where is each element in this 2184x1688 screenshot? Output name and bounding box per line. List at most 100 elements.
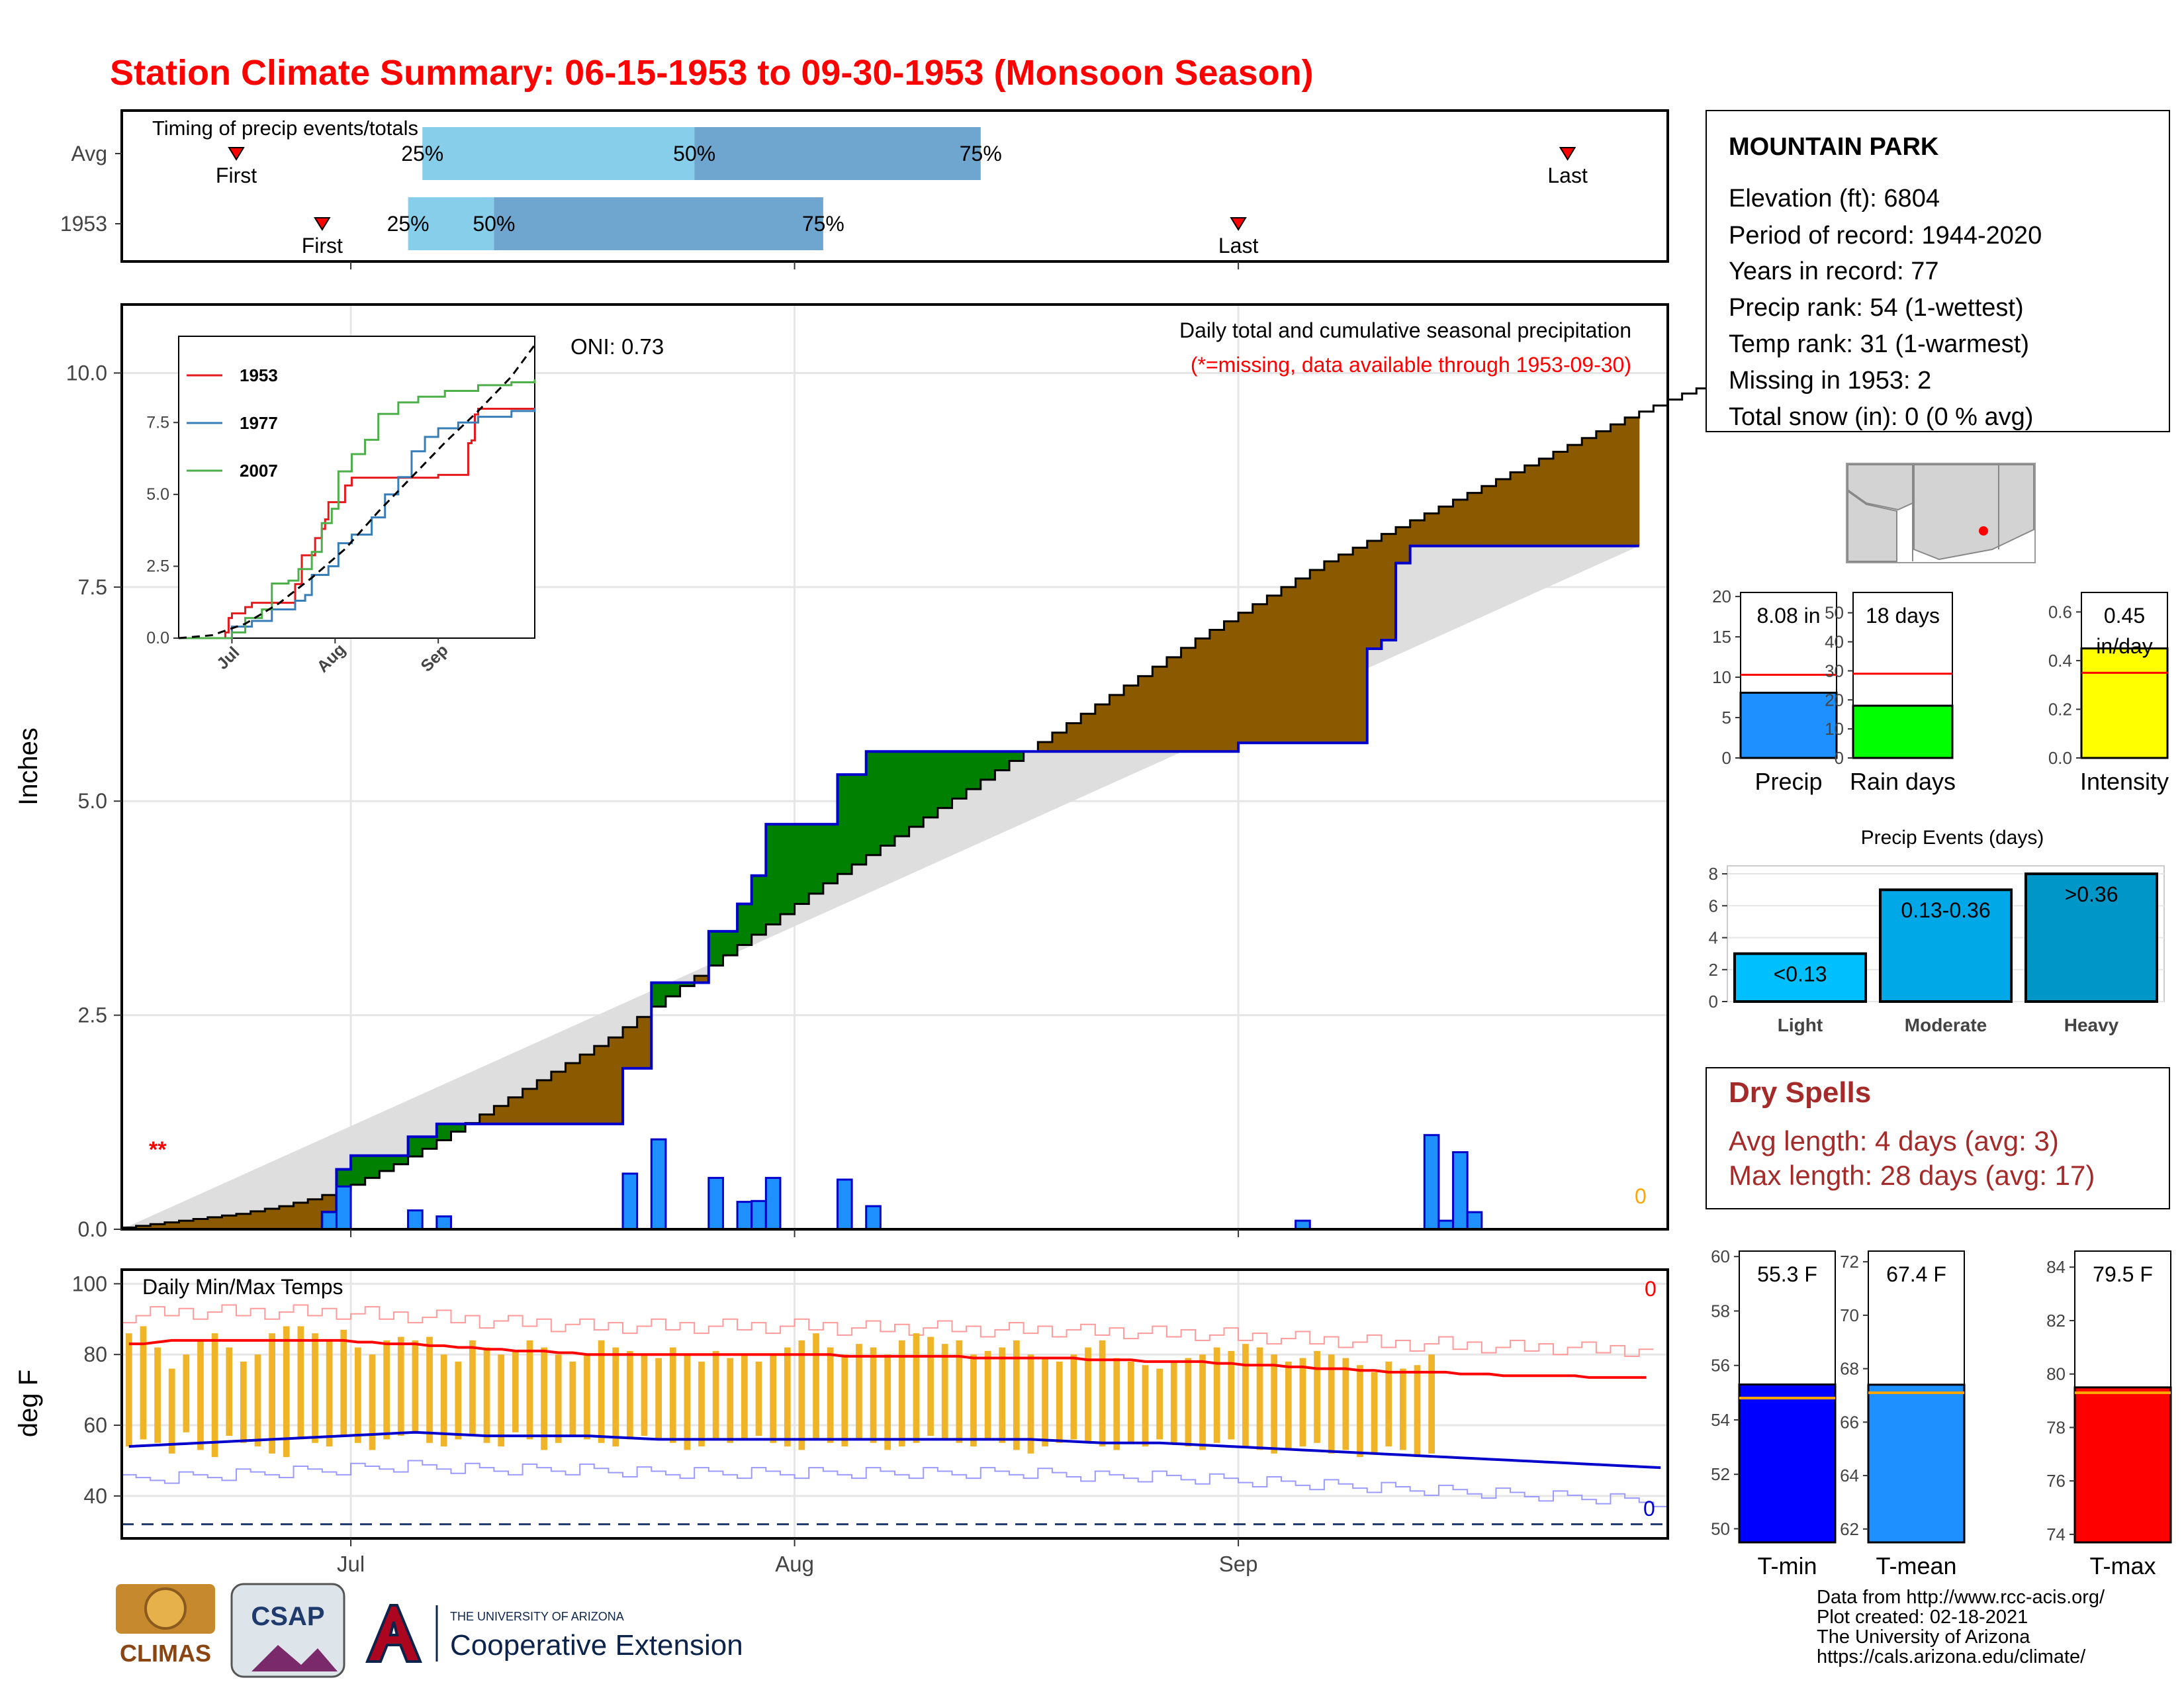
small-bar-category-label: T-mean [1876, 1552, 1956, 1579]
events-y-tick-label: 2 [1709, 960, 1718, 980]
timing-marker-label: Last [1218, 234, 1259, 258]
daily-precip-bar [407, 1209, 424, 1231]
daily-temp-range-bar [669, 1347, 676, 1443]
precip-deficit-strip [1224, 621, 1239, 752]
daily-temp-range-bar [598, 1340, 605, 1443]
temp-record-low-line [122, 1460, 1668, 1507]
daily-temp-range-bar [1285, 1361, 1292, 1450]
precip-surplus-strip [937, 751, 953, 808]
small-bar-y-tick-label: 10 [1825, 719, 1844, 739]
temp-hot-count: 0 [1645, 1277, 1657, 1301]
precip-deficit-strip [1610, 424, 1625, 546]
daily-precip-bar [764, 1176, 782, 1231]
precip-deficit-strip [1338, 554, 1353, 743]
small-bar-y-tick-label: 76 [2046, 1471, 2066, 1491]
locator-map [1846, 463, 2036, 563]
precip-surplus-strip [866, 751, 881, 855]
small-bar-y-tick-label: 58 [1711, 1301, 1730, 1321]
daily-temp-range-bar [727, 1358, 734, 1443]
precip-panel: Daily total and cumulative seasonal prec… [14, 303, 1740, 1241]
daily-temp-range-bar [870, 1347, 877, 1443]
inset-legend-label: 1953 [240, 365, 278, 385]
small-bar-category-label: T-max [2089, 1552, 2156, 1579]
cumulative-1953-line [122, 544, 1639, 1231]
timing-pct-label: 25% [401, 142, 443, 165]
daily-temp-range-bar [684, 1354, 691, 1450]
precip-events-chart: Precip Events (days) 0 2 4 6 8 <0.13 Light 0.13-… [1709, 827, 2165, 1035]
inset-y-tick-label: 2.5 [146, 557, 169, 575]
events-y-tick-label: 8 [1709, 864, 1718, 884]
small-bar-y-tick-label: 10 [1712, 667, 1731, 687]
precip-deficit-strip [623, 1027, 638, 1068]
daily-temp-range-bar [827, 1347, 834, 1443]
small-bar-chart-intensity: 0.0 0.2 0.4 0.6 0.45 in/day Intensity [2048, 592, 2169, 795]
small-bar-category-label: Precip [1754, 768, 1822, 795]
precip-surplus-strip [723, 931, 738, 956]
daily-temp-range-bar [1056, 1361, 1063, 1443]
precip-deficit-strip [179, 1221, 194, 1229]
precip-deficit-strip [236, 1213, 251, 1229]
daily-temp-range-bar [455, 1361, 462, 1440]
timing-marker [1230, 217, 1247, 231]
small-bar-y-tick-label: 66 [1840, 1412, 1859, 1432]
events-bar [1879, 888, 2013, 1004]
precip-deficit-strip [494, 1105, 509, 1124]
station-box-frame [1706, 110, 2170, 432]
timing-marker-label: Last [1547, 164, 1588, 187]
daily-precip-bar [1452, 1151, 1469, 1231]
small-bar-chart-t-mean: 62 64 66 68 70 72 67.4 F T-mean [1840, 1250, 1966, 1579]
precip-deficit-strip [193, 1219, 208, 1229]
precip-surplus-strip [422, 1137, 437, 1149]
station-location-marker [1979, 526, 1988, 536]
temp-record-high-line [122, 1304, 1654, 1357]
station-snow: Total snow (in): 0 (0 % avg) [1729, 403, 2033, 431]
precip-deficit-strip [1582, 438, 1597, 546]
daily-temp-range-bar [1213, 1347, 1220, 1443]
precip-deficit-strip [1567, 445, 1582, 546]
inset-frame [178, 336, 535, 639]
daily-temp-range-bar [813, 1333, 819, 1440]
events-bar-label: >0.36 [2065, 882, 2118, 906]
avg-max-temp-line [128, 1338, 1647, 1379]
small-bar-y-tick-label: 54 [1711, 1410, 1730, 1430]
daily-temp-range-bar [1185, 1358, 1192, 1447]
precip-surplus-strip [408, 1137, 423, 1157]
date-x-axis: Jul Aug Sep [337, 1229, 1257, 1576]
x-tick-label: Jul [337, 1552, 365, 1576]
timing-iqr-upper [494, 197, 823, 250]
precip-surplus-strip [895, 751, 910, 837]
precip-deficit-strip [1181, 647, 1196, 752]
precip-surplus-strip [651, 982, 666, 1007]
daily-temp-range-bar [154, 1347, 161, 1443]
precip-deficit-strip [1066, 723, 1081, 752]
small-bar-y-tick-label: 74 [2046, 1524, 2066, 1544]
daily-temp-range-bar [183, 1354, 190, 1432]
missing-marker: ** [149, 1137, 167, 1162]
small-bar-value-label: 67.4 F [1886, 1262, 1946, 1286]
precip-surplus-strip [980, 751, 996, 780]
daily-temp-range-bar [1242, 1344, 1249, 1447]
timing-row-label: Avg [71, 142, 107, 165]
small-bar-y-tick-label: 64 [1840, 1466, 1859, 1485]
precip-deficit-strip [265, 1208, 280, 1229]
daily-temp-range-bar [655, 1358, 662, 1440]
daily-precip-bar [707, 1176, 724, 1231]
precip-deficit-strip [1539, 458, 1554, 546]
precip-deficit-strip [1438, 506, 1454, 546]
temp-y-tick-label: 60 [83, 1413, 107, 1437]
daily-temp-range-bar [211, 1333, 218, 1458]
precip-deficit-strip [207, 1217, 223, 1229]
inset-y-tick-label: 5.0 [146, 485, 169, 504]
daily-temp-range-bar [283, 1326, 290, 1458]
small-bar-category-label: T-min [1758, 1552, 1817, 1579]
station-info-box: MOUNTAIN PARK Elevation (ft): 6804 Perio… [1706, 110, 2170, 432]
daily-temp-range-bar [125, 1333, 132, 1447]
logos: CLIMAS CSAP THE UNIVERSITY OF ARIZONA Co… [116, 1583, 743, 1678]
daily-temp-range-bar [469, 1340, 476, 1436]
daily-temp-range-bar [784, 1347, 791, 1447]
dry-spells-frame [1706, 1067, 2170, 1209]
small-bar-y-tick-label: 15 [1712, 627, 1731, 647]
station-temp-rank: Temp rank: 31 (1-warmest) [1729, 330, 2029, 358]
daily-precip-bar [335, 1185, 352, 1231]
